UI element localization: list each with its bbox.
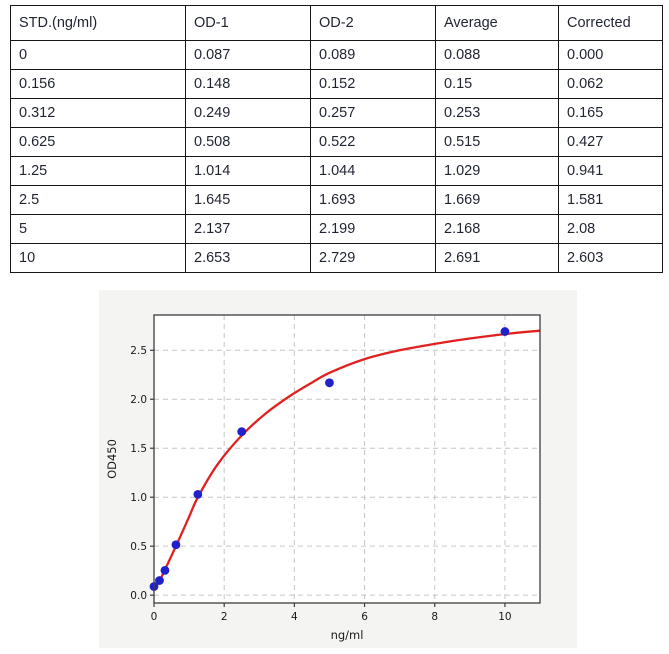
table-cell: 1.669 — [435, 185, 559, 215]
standard-curve-chart: 0 2 4 6 8 10 0.0 0.5 1.0 1.5 2.0 2.5 ng/ml OD450 — [99, 290, 577, 648]
data-point — [155, 576, 164, 585]
table-cell: 0.249 — [185, 98, 311, 128]
column-header-4: Corrected — [558, 5, 663, 41]
table-cell: 2.5 — [10, 185, 186, 215]
table-cell: 0.089 — [310, 40, 436, 70]
table-row: 0.312 0.249 0.257 0.253 0.165 — [10, 98, 663, 128]
table-row: 0 0.087 0.089 0.088 0.000 — [10, 40, 663, 70]
table-cell: 0.515 — [435, 127, 559, 157]
x-tick-label: 0 — [151, 611, 158, 623]
table-cell: 5 — [10, 214, 186, 244]
table-cell: 0.088 — [435, 40, 559, 70]
table-cell: 1.581 — [558, 185, 663, 215]
chart-canvas: 0 2 4 6 8 10 0.0 0.5 1.0 1.5 2.0 2.5 ng/ml OD450 — [105, 314, 541, 642]
table-cell: 1.693 — [310, 185, 436, 215]
axis-ticks: 0 2 4 6 8 10 0.0 0.5 1.0 1.5 2.0 2.5 — [130, 345, 511, 623]
table-cell: 0.941 — [558, 156, 663, 186]
table-cell: 0.165 — [558, 98, 663, 128]
table-row: 2.5 1.645 1.693 1.669 1.581 — [10, 185, 663, 215]
x-tick-label: 10 — [498, 611, 511, 623]
table-cell: 0.156 — [10, 69, 186, 99]
standards-table-body: 0 0.087 0.089 0.088 0.000 0.156 0.148 0.152 0.15… — [10, 40, 663, 273]
standards-table: STD.(ng/ml) OD-1 OD-2 Average Corrected 0 0.0… — [10, 5, 663, 273]
y-tick-label: 2.5 — [130, 345, 147, 357]
table-row: 1.25 1.014 1.044 1.029 0.941 — [10, 156, 663, 186]
table-row: 0.156 0.148 0.152 0.15 0.062 — [10, 69, 663, 99]
y-tick-label: 0.5 — [130, 541, 147, 553]
table-row: 5 2.137 2.199 2.168 2.08 — [10, 214, 663, 244]
table-cell: 2.691 — [435, 243, 559, 273]
header-row: STD.(ng/ml) OD-1 OD-2 Average Corrected — [10, 5, 663, 41]
table-cell: 2.729 — [310, 243, 436, 273]
table-cell: 2.137 — [185, 214, 311, 244]
y-tick-label: 1.0 — [130, 492, 147, 504]
table-cell: 0.152 — [310, 69, 436, 99]
data-point — [171, 540, 181, 550]
table-cell: 2.168 — [435, 214, 559, 244]
table-cell: 0 — [10, 40, 186, 70]
axes-frame — [153, 314, 541, 604]
table-cell: 2.199 — [310, 214, 436, 244]
y-axis-label: OD450 — [105, 439, 119, 479]
y-tick-label: 0.0 — [130, 590, 147, 602]
y-tick-label: 1.5 — [130, 443, 147, 455]
table-cell: 1.044 — [310, 156, 436, 186]
data-point — [500, 327, 510, 336]
table-cell: 0.087 — [185, 40, 311, 70]
column-header-2: OD-2 — [310, 5, 436, 41]
table-cell: 0.257 — [310, 98, 436, 128]
table-row: 10 2.653 2.729 2.691 2.603 — [10, 243, 663, 273]
column-header-0: STD.(ng/ml) — [10, 5, 186, 41]
table-cell: 0.15 — [435, 69, 559, 99]
x-axis-label: ng/ml — [331, 628, 364, 642]
x-tick-label: 4 — [291, 611, 298, 623]
table-cell: 0.000 — [558, 40, 663, 70]
standards-table-header: STD.(ng/ml) OD-1 OD-2 Average Corrected — [10, 5, 663, 41]
table-cell: 0.253 — [435, 98, 559, 128]
plot-area — [154, 315, 540, 603]
column-header-1: OD-1 — [185, 5, 311, 41]
data-point — [193, 489, 203, 499]
data-point — [160, 565, 170, 575]
table-cell: 2.08 — [558, 214, 663, 244]
table-cell: 0.522 — [310, 127, 436, 157]
y-tick-label: 2.0 — [130, 394, 147, 406]
table-cell: 2.653 — [185, 243, 311, 273]
table-cell: 0.508 — [185, 127, 311, 157]
table-cell: 0.148 — [185, 69, 311, 99]
table-cell: 1.014 — [185, 156, 311, 186]
table-cell: 1.25 — [10, 156, 186, 186]
x-tick-label: 2 — [221, 611, 228, 623]
table-cell: 0.312 — [10, 98, 186, 128]
table-cell: 10 — [10, 243, 186, 273]
x-tick-label: 6 — [361, 611, 368, 623]
table-cell: 0.625 — [10, 127, 186, 157]
table-cell: 0.062 — [558, 69, 663, 99]
table-row: 0.625 0.508 0.522 0.515 0.427 — [10, 127, 663, 157]
table-cell: 0.427 — [558, 127, 663, 157]
column-header-3: Average — [435, 5, 559, 41]
data-points — [149, 327, 510, 591]
table-cell: 1.645 — [185, 185, 311, 215]
gridlines — [153, 315, 540, 603]
table-cell: 2.603 — [558, 243, 663, 273]
table-cell: 1.029 — [435, 156, 559, 186]
data-point — [237, 427, 247, 437]
x-tick-label: 8 — [431, 611, 438, 623]
data-point — [325, 378, 334, 388]
